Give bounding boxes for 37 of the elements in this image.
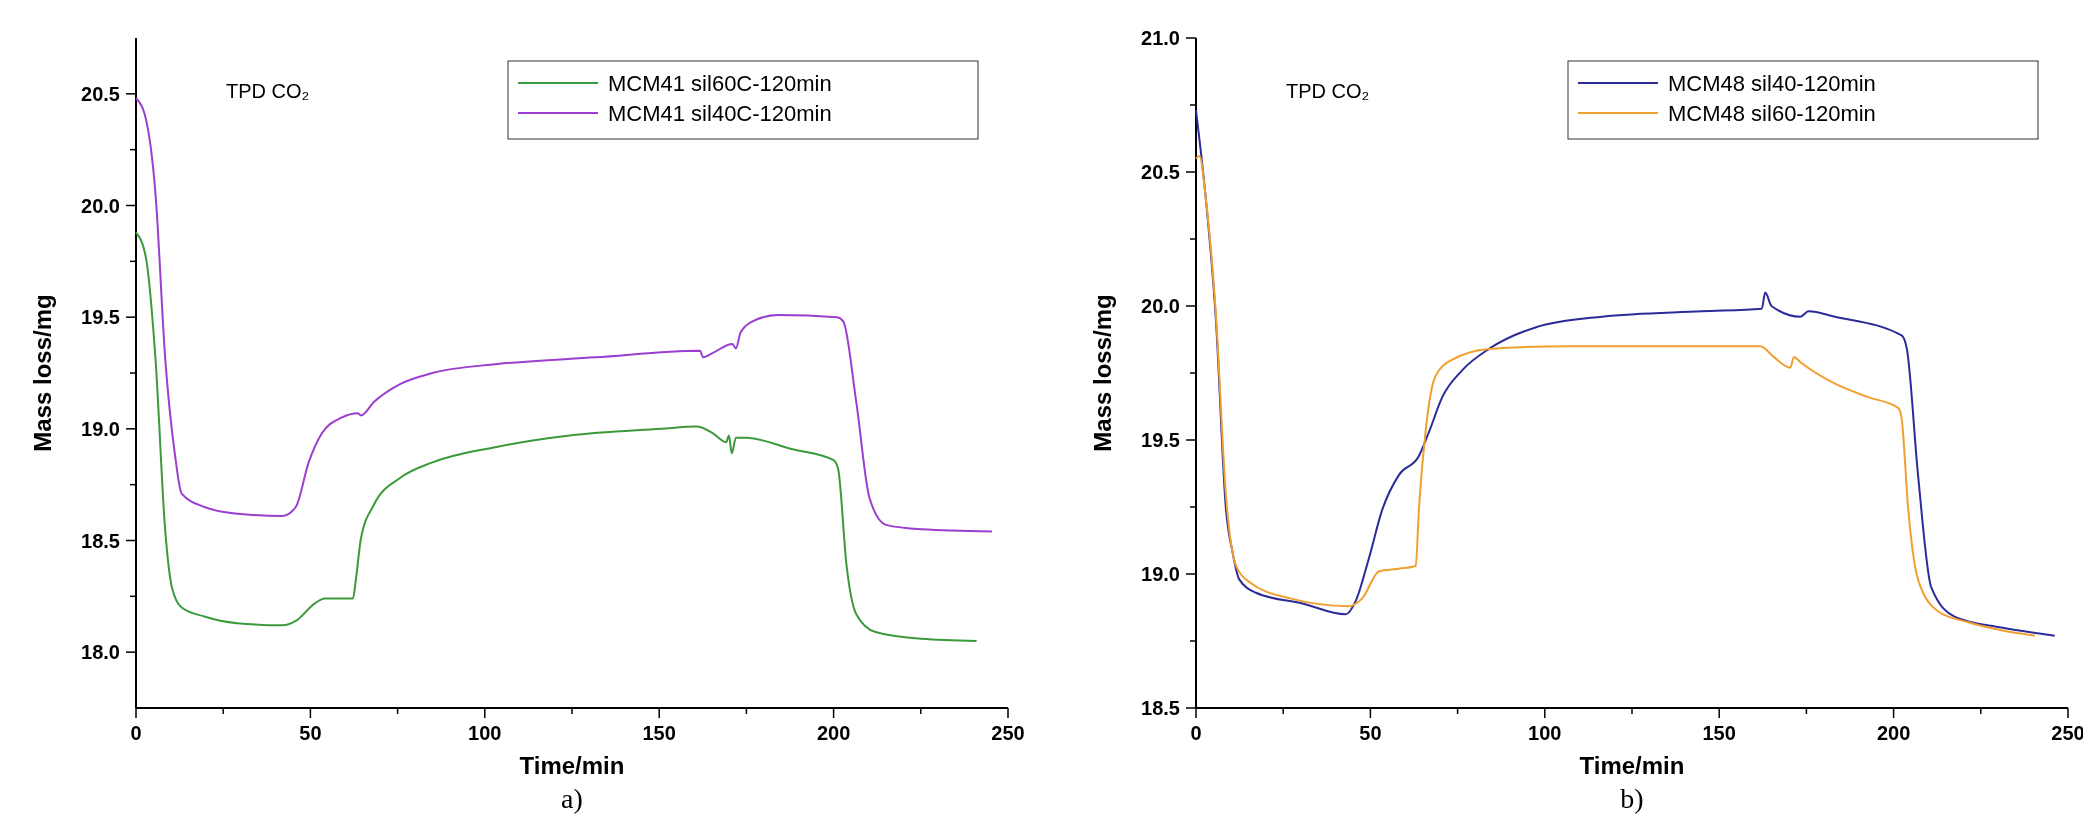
legend-label: MCM48 sil40-120min bbox=[1668, 71, 1876, 96]
x-tick-label: 250 bbox=[2051, 722, 2085, 744]
x-tick-label: 0 bbox=[130, 722, 142, 744]
x-tick-label: 200 bbox=[816, 722, 851, 744]
legend-label: MCM41 sil40C-120min bbox=[608, 101, 832, 126]
y-tick-label: 20.0 bbox=[81, 194, 120, 217]
line-series bbox=[135, 231, 978, 642]
x-axis-title: Time/min bbox=[1579, 752, 1685, 779]
x-tick-label: 50 bbox=[299, 722, 322, 744]
x-tick-label: 50 bbox=[1359, 722, 1382, 744]
x-tick-label: 200 bbox=[1876, 722, 1911, 744]
x-axis-title: Time/min bbox=[519, 752, 625, 779]
x-tick-label: 100 bbox=[1528, 722, 1562, 744]
y-tick-label: 20.0 bbox=[1141, 295, 1180, 317]
text: a) bbox=[561, 783, 583, 814]
y-tick-label: 19.0 bbox=[1141, 563, 1180, 585]
y-tick-label: 19.0 bbox=[81, 417, 120, 440]
x-tick-label: 250 bbox=[991, 722, 1025, 744]
x-tick-label: 0 bbox=[1190, 722, 1202, 744]
annotation: TPD CO₂ bbox=[226, 80, 310, 102]
y-tick-label: 18.5 bbox=[1141, 697, 1180, 719]
y-tick-label: 21.0 bbox=[1141, 27, 1180, 49]
y-tick-label: 18.5 bbox=[81, 529, 120, 552]
y-tick-label: 20.5 bbox=[1141, 161, 1180, 183]
legend-label: MCM41 sil60C-120min bbox=[608, 71, 832, 96]
legend-label: MCM48 sil60-120min bbox=[1668, 101, 1876, 126]
y-tick-label: 20.5 bbox=[81, 82, 120, 105]
y-tick-label: 19.5 bbox=[81, 306, 120, 329]
y-tick-label: 19.5 bbox=[1141, 429, 1180, 451]
y-axis-title: Mass loss/mg bbox=[29, 294, 56, 452]
x-tick-label: 150 bbox=[1702, 722, 1736, 744]
text: b) bbox=[1620, 783, 1644, 814]
y-tick-label: 18.0 bbox=[81, 641, 120, 664]
y-axis-title: Mass loss/mg bbox=[1089, 294, 1116, 452]
x-tick-label: 150 bbox=[642, 722, 676, 744]
annotation: TPD CO₂ bbox=[1286, 80, 1370, 102]
x-tick-label: 100 bbox=[468, 722, 502, 744]
